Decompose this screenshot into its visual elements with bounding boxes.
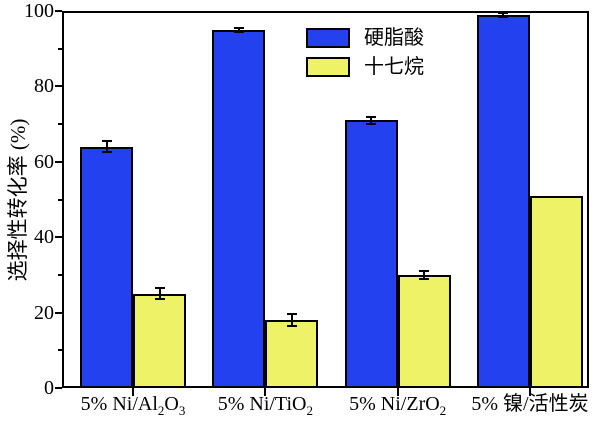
bar-硬脂酸-4 [476,15,530,388]
y-minor-tick [58,198,62,201]
y-major-tick [55,85,62,88]
error-bar [105,141,108,153]
error-bar [423,271,426,279]
legend: 硬脂酸 十七烷 [306,26,424,84]
y-tick-label: 0 [44,377,54,399]
x-major-tick [264,388,267,396]
x-category-label: 5% 镍/活性炭 [471,393,588,415]
error-bar [370,116,373,125]
x-category-label-text: 5% Ni/ZrO [349,393,440,415]
error-bar-cap [366,115,377,118]
x-category-label: 5% Ni/Al2O3 [80,393,186,418]
y-tick-label: 100 [24,0,54,22]
error-bar-cap [154,287,165,290]
y-major-tick [55,10,62,12]
y-tick-label: 60 [34,150,54,173]
y-minor-tick [58,349,62,352]
x-category-label: 5% Ni/TiO2 [217,393,313,418]
y-tick-label: 20 [34,301,54,324]
bar-十七烷-2 [265,320,319,388]
error-bar [158,288,161,300]
legend-item-十七烷: 十七烷 [306,55,424,79]
x-category-label-text: O [164,393,179,415]
x-category-label-text: 5% Ni/TiO [217,393,307,415]
error-bar [237,27,240,32]
x-major-tick [396,388,399,396]
x-category-label-subscript: 2 [157,403,165,418]
legend-swatch [306,28,350,48]
error-bar-cap [286,313,297,316]
bar-十七烷-4 [529,196,583,388]
y-minor-tick [58,123,62,126]
bar-硬脂酸-3 [344,120,398,388]
y-major-tick [55,311,62,314]
error-bar [290,314,293,326]
error-bar-cap [154,298,165,301]
error-bar-cap [233,30,244,33]
y-tick-label: 80 [34,75,54,98]
error-bar-cap [233,26,244,29]
legend-swatch [306,57,350,77]
y-major-tick [55,236,62,239]
legend-label: 硬脂酸 [364,27,424,49]
error-bar-cap [101,151,112,154]
error-bar-cap [498,15,509,18]
y-minor-tick [58,273,62,276]
bar-十七烷-3 [397,275,451,388]
x-category-label-text: 5% 镍/活性炭 [471,393,589,415]
error-bar-cap [286,324,297,327]
error-bar-cap [101,140,112,143]
y-major-tick [55,387,62,389]
x-major-tick [132,388,134,396]
legend-item-硬脂酸: 硬脂酸 [306,26,424,50]
y-tick-label: 40 [34,226,54,249]
y-axis-title: 选择性转化率 (%) [6,118,30,282]
bar-硬脂酸-1 [80,147,133,388]
y-major-tick [55,160,62,163]
bar-硬脂酸-2 [212,30,266,388]
x-category-label: 5% Ni/ZrO2 [349,393,447,418]
error-bar-cap [419,277,430,280]
x-category-label-subscript: 3 [178,403,186,418]
x-category-label-subscript: 2 [439,403,447,418]
error-bar [502,12,505,17]
x-major-tick [528,388,531,396]
bar-十七烷-1 [133,294,186,388]
error-bar-cap [498,11,509,14]
legend-label: 十七烷 [364,56,424,78]
y-minor-tick [58,47,62,50]
x-category-label-text: 5% Ni/Al [80,393,158,415]
error-bar-cap [419,270,430,273]
x-category-label-subscript: 2 [306,403,313,418]
error-bar-cap [366,123,377,126]
